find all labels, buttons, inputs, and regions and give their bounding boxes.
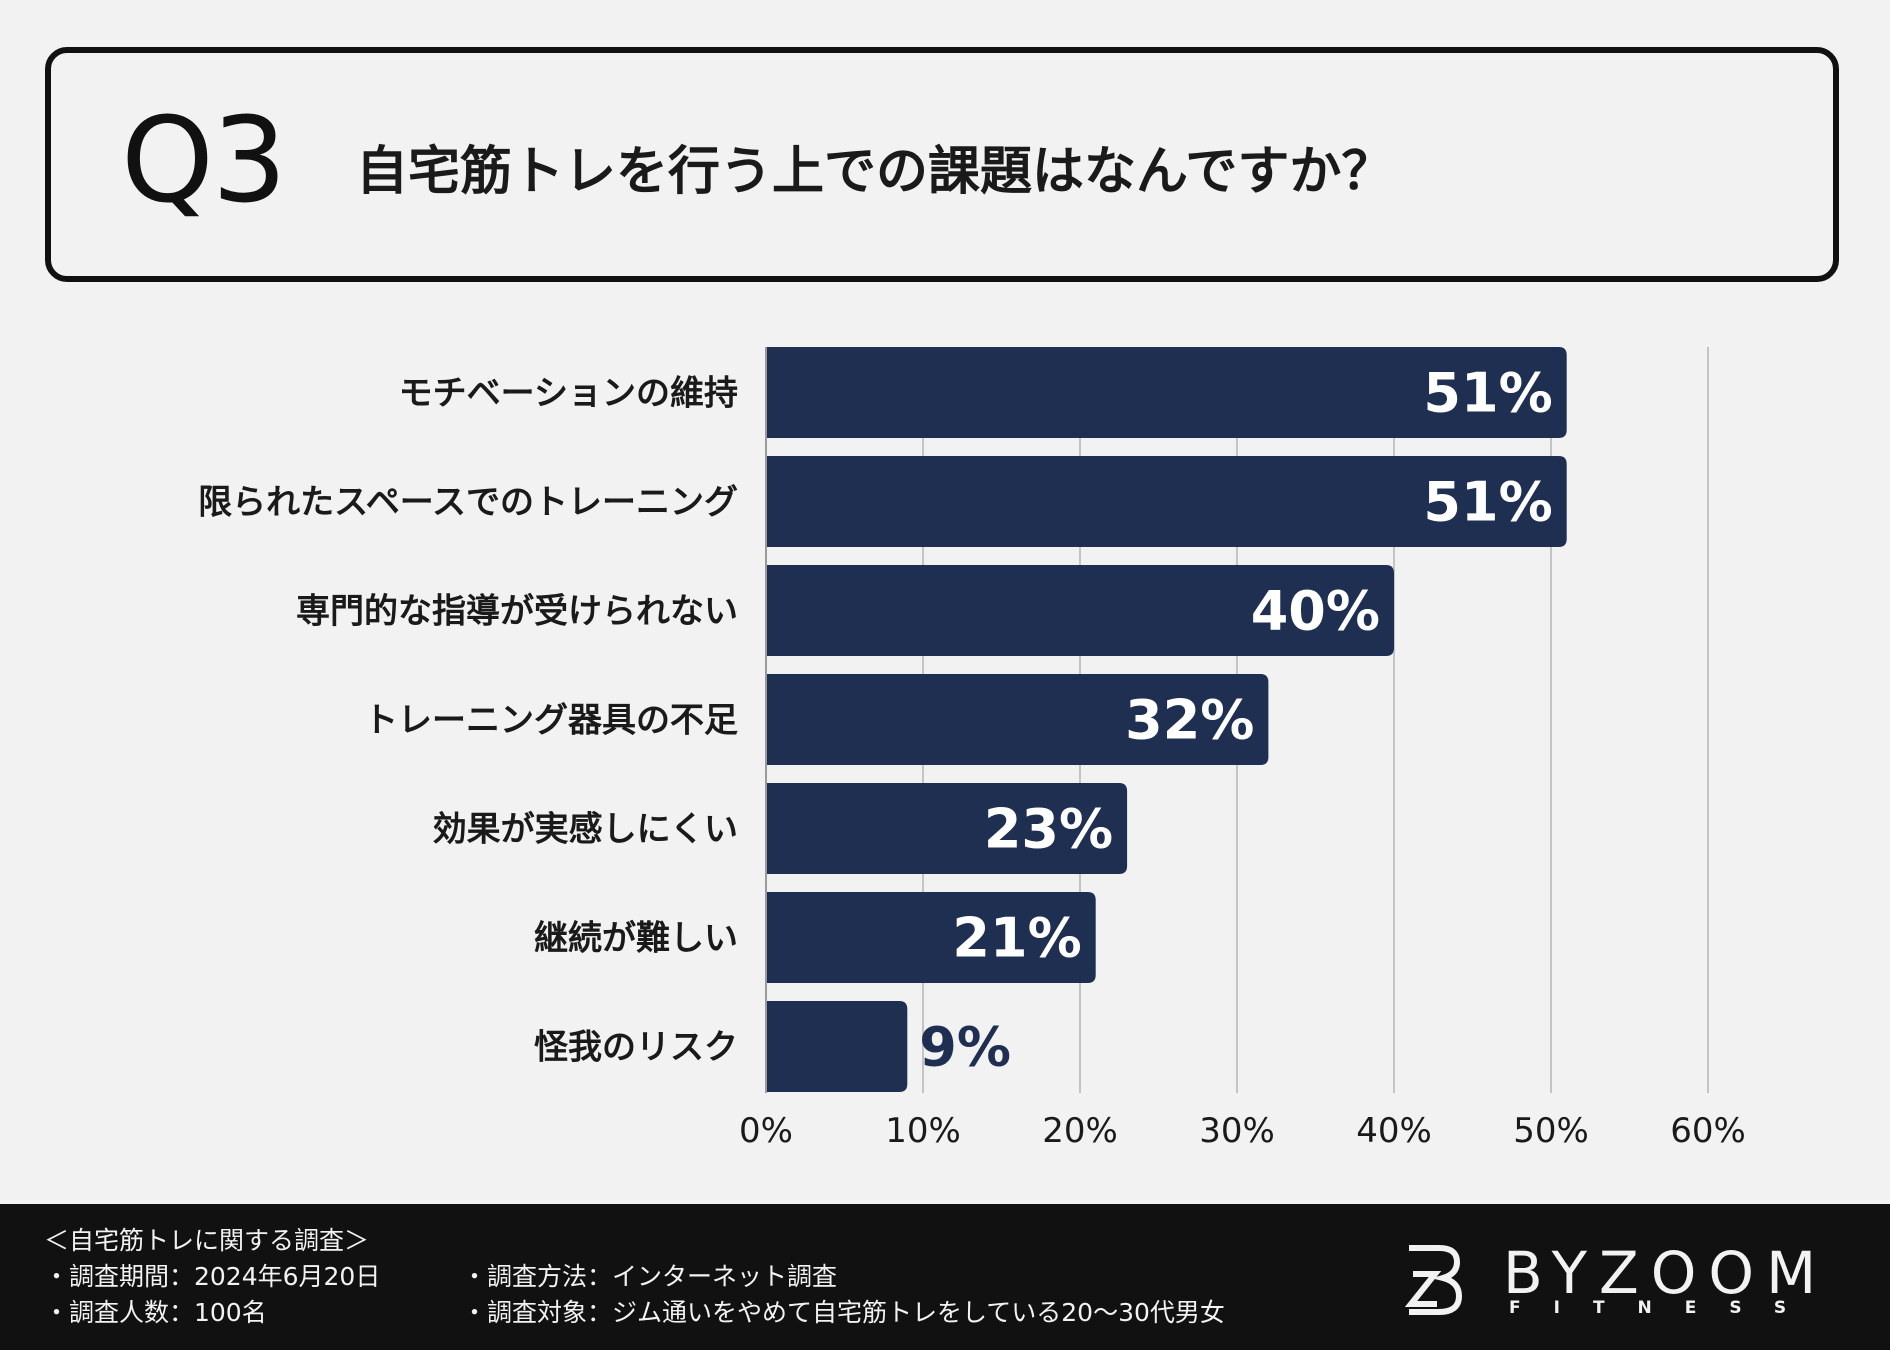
question-box: Q3 自宅筋トレを行う上での課題はなんですか？ xyxy=(45,47,1839,282)
byzoom-logo: BYZOOM FITNESS xyxy=(1405,1244,1850,1319)
x-tick-label: 60% xyxy=(1670,1111,1746,1151)
bar xyxy=(766,456,1567,547)
footer: ＜自宅筋トレに関する調査＞ ・調査期間：2024年6月20日 ・調査人数：100… xyxy=(0,1204,1890,1350)
x-tick-label: 40% xyxy=(1356,1111,1432,1151)
category-label: 効果が実感しにくい xyxy=(433,810,738,850)
survey-target: ・調査対象：ジム通いをやめて自宅筋トレをしている20〜30代男女 xyxy=(462,1298,1225,1327)
survey-title: ＜自宅筋トレに関する調査＞ xyxy=(44,1226,370,1255)
category-label: 専門的な指導が受けられない xyxy=(296,592,738,632)
survey-period: ・調査期間：2024年6月20日 xyxy=(44,1262,381,1291)
x-tick-label: 50% xyxy=(1513,1111,1589,1151)
category-label: トレーニング器具の不足 xyxy=(364,701,738,741)
x-tick-label: 20% xyxy=(1042,1111,1118,1151)
category-label: モチベーションの維持 xyxy=(399,374,738,414)
bar xyxy=(766,783,1128,874)
category-label: 継続が難しい xyxy=(534,919,738,959)
logo-subtext: FITNESS xyxy=(1509,1298,1820,1318)
logo-mark-icon xyxy=(1405,1245,1463,1315)
bar-chart: モチベーションの維持 51% 限られたスペースでのトレーニング 51% 専門的な指導が受… xyxy=(198,347,1746,1151)
value-label: 51% xyxy=(1423,362,1552,425)
category-label: 限られたスペースでのトレーニング xyxy=(198,483,738,523)
bar xyxy=(766,674,1269,765)
question-title: 自宅筋トレを行う上での課題はなんですか？ xyxy=(356,142,1394,202)
category-label: 怪我のリスク xyxy=(534,1028,738,1068)
value-label: 23% xyxy=(984,798,1113,861)
x-tick-label: 30% xyxy=(1199,1111,1275,1151)
logo-wordmark: BYZOOM xyxy=(1503,1239,1829,1307)
value-label: 51% xyxy=(1423,471,1552,534)
value-label: 32% xyxy=(1125,689,1254,752)
x-tick-label: 10% xyxy=(885,1111,961,1151)
x-tick-label: 0% xyxy=(739,1111,793,1151)
bar xyxy=(766,1001,908,1092)
bar xyxy=(766,347,1567,438)
value-label: 9% xyxy=(919,1016,1011,1079)
value-label: 40% xyxy=(1251,580,1380,643)
bar xyxy=(766,892,1096,983)
value-label: 21% xyxy=(952,907,1081,970)
bar xyxy=(766,565,1394,656)
survey-method: ・調査方法：インターネット調査 xyxy=(462,1262,838,1291)
question-number: Q3 xyxy=(121,91,287,229)
survey-count: ・調査人数：100名 xyxy=(44,1298,267,1327)
